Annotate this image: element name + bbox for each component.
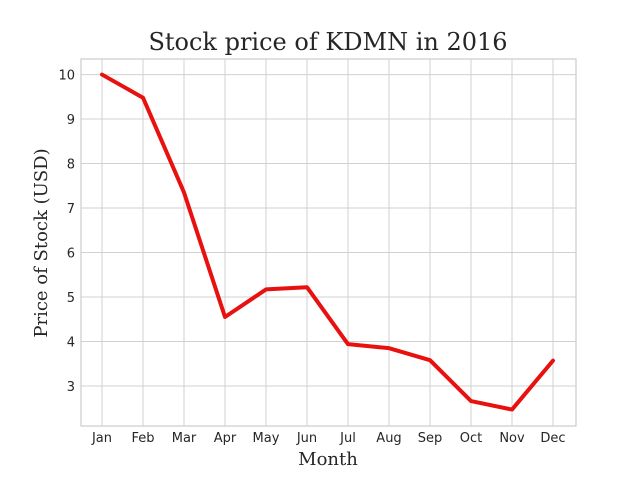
- y-axis-label: Price of Stock (USD): [31, 148, 52, 337]
- x-axis-label: Month: [298, 449, 358, 470]
- y-tick-label: 4: [67, 335, 75, 350]
- y-tick-label: 8: [67, 158, 75, 173]
- y-tick-label: 5: [67, 291, 75, 306]
- x-tick-label: Jul: [339, 431, 356, 446]
- x-tick-label: Oct: [460, 431, 482, 446]
- y-tick-label: 10: [58, 69, 75, 84]
- plot-area: [100, 72, 555, 412]
- x-tick-label: Jun: [296, 431, 317, 446]
- y-tick-label: 7: [67, 202, 75, 217]
- chart-title: Stock price of KDMN in 2016: [148, 28, 507, 56]
- y-tick-label: 3: [67, 380, 75, 395]
- x-tick-label: Aug: [376, 431, 401, 446]
- x-tick-label: Feb: [131, 431, 154, 446]
- x-tick-labels: Jan Feb Mar Apr May Jun Jul Aug Sep Oct Nov Dec: [91, 431, 566, 446]
- y-tick-labels: 3 4 5 6 7 8 9 10: [58, 69, 75, 395]
- x-tick-label: Apr: [214, 431, 237, 446]
- x-tick-label: Dec: [540, 431, 565, 446]
- grid: [81, 59, 576, 426]
- series-line: [100, 72, 555, 412]
- y-tick-label: 6: [67, 247, 75, 262]
- x-tick-label: Sep: [418, 431, 443, 446]
- x-tick-label: Mar: [172, 431, 197, 446]
- x-tick-label: Jan: [91, 431, 112, 446]
- plot-frame: [80, 58, 577, 427]
- x-tick-label: Nov: [499, 431, 525, 446]
- y-tick-label: 9: [67, 113, 75, 128]
- x-tick-label: May: [253, 431, 280, 446]
